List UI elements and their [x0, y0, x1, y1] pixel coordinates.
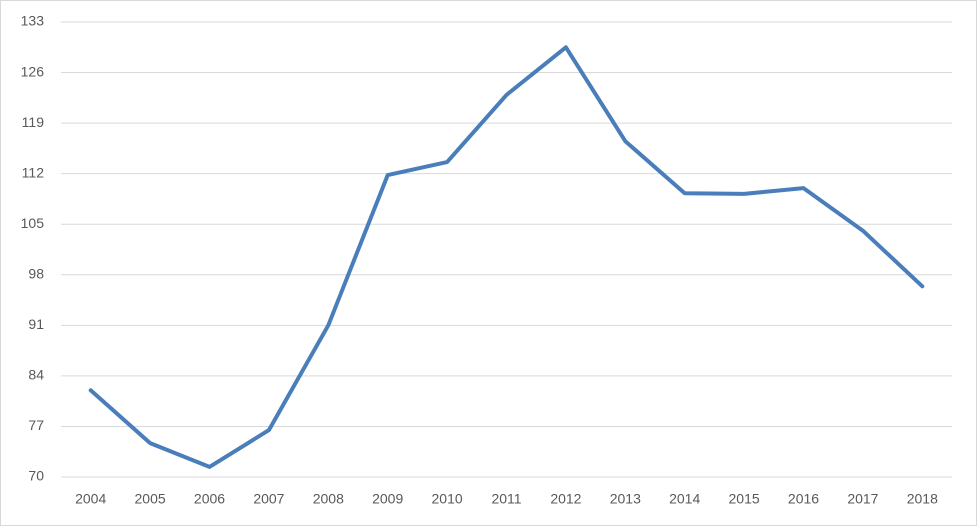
- x-tick-label: 2010: [432, 491, 463, 507]
- x-tick-label: 2017: [847, 491, 878, 507]
- x-tick-label: 2005: [135, 491, 166, 507]
- x-tick-label: 2013: [610, 491, 641, 507]
- y-tick-label: 112: [22, 164, 45, 180]
- x-tick-label: 2008: [313, 491, 344, 507]
- x-tick-label: 2011: [491, 491, 521, 507]
- x-tick-label: 2004: [75, 491, 106, 507]
- y-tick-label: 133: [21, 13, 45, 29]
- x-tick-label: 2018: [907, 491, 938, 507]
- x-tick-label: 2014: [669, 491, 700, 507]
- x-tick-label: 2009: [372, 491, 403, 507]
- y-tick-label: 77: [28, 417, 44, 433]
- y-tick-label: 84: [28, 367, 44, 383]
- data-line: [88, 45, 925, 469]
- y-tick-label: 126: [21, 63, 45, 79]
- x-tick-label: 2016: [788, 491, 819, 507]
- y-tick-label: 70: [28, 468, 44, 484]
- y-tick-label: 98: [28, 265, 44, 281]
- x-tick-label: 2015: [729, 491, 760, 507]
- y-tick-label: 119: [22, 114, 45, 130]
- x-tick-label: 2007: [253, 491, 284, 507]
- x-tick-label: 2006: [194, 491, 225, 507]
- x-tick-label: 2012: [550, 491, 581, 507]
- y-tick-label: 105: [21, 215, 45, 231]
- y-tick-label: 91: [28, 316, 44, 332]
